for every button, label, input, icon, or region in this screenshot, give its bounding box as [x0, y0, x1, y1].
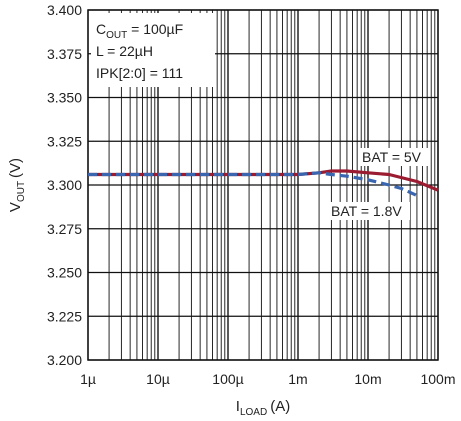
series-label-bat-5v: BAT = 5V: [362, 149, 422, 165]
series-bat-1-8v-line: [88, 171, 418, 197]
y-tick-label: 3.250: [47, 265, 82, 281]
series-layer: [88, 169, 439, 197]
y-tick-label: 3.375: [47, 46, 82, 62]
y-tick-label: 3.400: [47, 2, 82, 18]
annotation-background: [91, 13, 215, 87]
y-axis-label: VOUT (V): [7, 158, 27, 212]
y-tick-labels: 3.200 3.225 3.250 3.275 3.300 3.325 3.350 3.375…: [47, 2, 82, 368]
y-tick-label: 3.275: [47, 221, 82, 237]
y-axis-label-subscript: OUT: [16, 181, 27, 202]
y-tick-label: 3.200: [47, 352, 82, 368]
x-tick-label: 1µ: [80, 371, 96, 387]
x-axis-label-unit: (A): [270, 398, 290, 415]
annotation-ipk: IPK[2:0] = 111: [96, 65, 183, 81]
annotation-cout-value: = 100µF: [127, 21, 183, 37]
y-axis-label-unit: (V): [7, 158, 24, 178]
y-tick-label: 3.225: [47, 308, 82, 324]
series-label-bat-1-8v: BAT = 1.8V: [331, 203, 402, 219]
annotation-cout-symbol: C: [96, 21, 106, 37]
plot-frame: [87, 9, 439, 361]
annotation-cout-subscript: OUT: [106, 30, 127, 41]
y-tick-label: 3.300: [47, 177, 82, 193]
x-tick-label: 10µ: [146, 371, 170, 387]
x-axis-label-subscript: LOAD: [240, 407, 267, 418]
x-tick-label: 10m: [354, 371, 381, 387]
annotation-cout: COUT = 100µF: [96, 21, 183, 41]
series-label-background-bat-5v: [359, 148, 429, 166]
y-tick-label: 3.325: [47, 133, 82, 149]
x-tick-label: 100m: [420, 371, 455, 387]
x-axis-label-symbol: I: [236, 398, 240, 415]
annotation-inductor: L = 22µH: [96, 43, 153, 59]
y-tick-label: 3.350: [47, 90, 82, 106]
annotation-box: COUT = 100µF L = 22µH IPK[2:0] = 111: [91, 13, 215, 87]
x-tick-labels: 1µ 10µ 100µ 1m 10m 100m: [80, 371, 455, 387]
series-labels: BAT = 5V BAT = 1.8V: [328, 148, 429, 220]
y-axis-label-symbol: V: [7, 202, 24, 212]
x-axis-label: ILOAD (A): [236, 398, 290, 418]
series-label-background-bat-1-8v: [328, 202, 410, 220]
x-tick-label: 1m: [288, 371, 307, 387]
x-tick-label: 100µ: [212, 371, 243, 387]
